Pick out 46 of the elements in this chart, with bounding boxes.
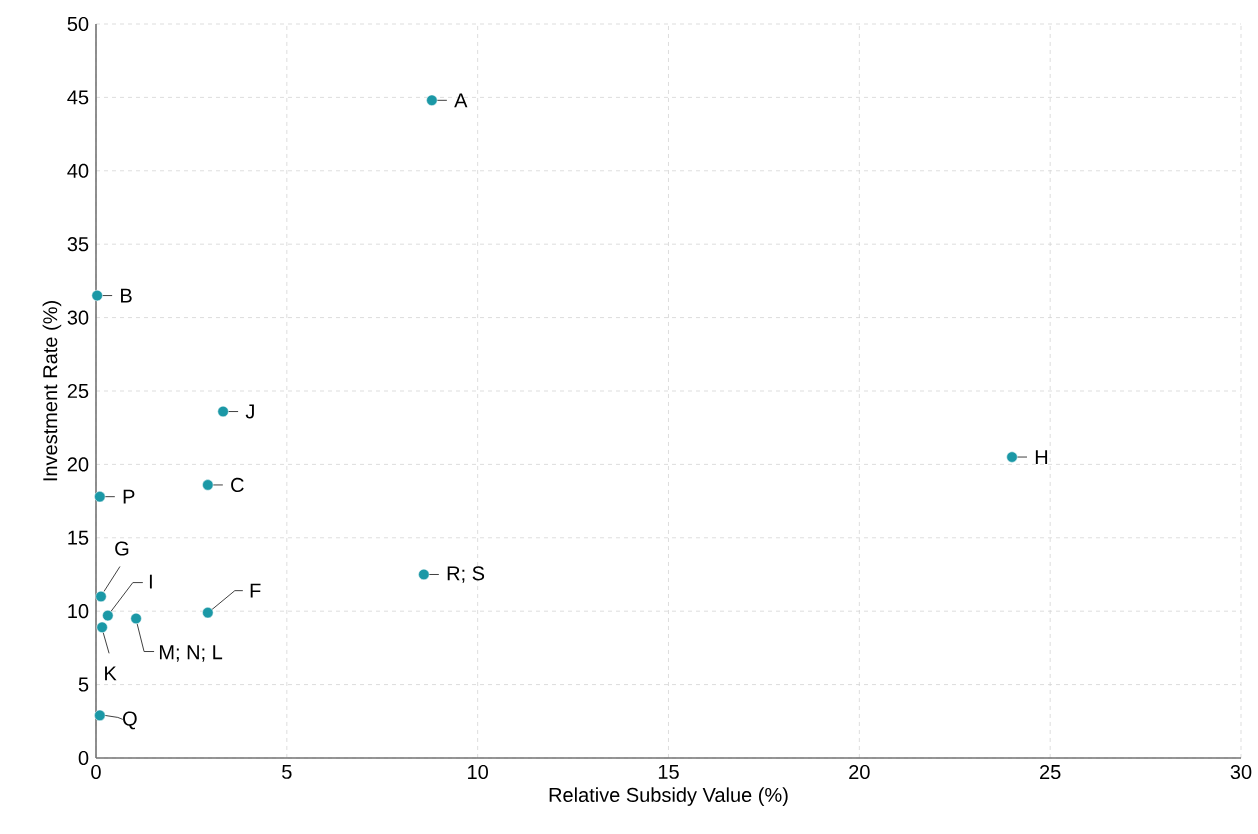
y-tick-label: 20 — [67, 457, 89, 472]
y-tick-label: 5 — [78, 677, 89, 692]
annotation: A — [454, 93, 468, 108]
y-tick-label: 10 — [68, 604, 89, 619]
x-tick-label: 0 — [91, 764, 101, 780]
point — [1006, 451, 1018, 463]
y-tick-label: 35 — [67, 237, 89, 252]
x-tick-label: 10 — [468, 764, 488, 780]
point — [217, 405, 229, 418]
point — [202, 479, 214, 491]
point — [91, 289, 103, 302]
x-tick-label: 20 — [849, 764, 870, 780]
annotation: H — [1035, 450, 1048, 464]
y-tick-label: 40 — [67, 163, 89, 178]
annotation: K — [105, 666, 117, 681]
point — [418, 568, 430, 581]
point — [130, 612, 142, 625]
annotation: G — [115, 541, 129, 556]
x-tick-label: 5 — [282, 764, 292, 779]
annotation: C — [231, 477, 244, 493]
y-tick-label: 25 — [67, 383, 89, 399]
point — [102, 609, 114, 622]
point — [94, 491, 106, 503]
x-tick-label: 30 — [1230, 764, 1252, 780]
y-tick-label: 50 — [67, 16, 89, 32]
annotation: J — [245, 404, 254, 419]
annotation: R; S — [447, 566, 485, 583]
point — [426, 94, 438, 106]
y-axis-title: Investment Rate (%) — [42, 301, 62, 481]
y-tick-label: 0 — [78, 750, 89, 766]
annotation: B — [121, 288, 132, 303]
annotation: P — [123, 489, 135, 504]
annotation: F — [250, 583, 261, 598]
y-tick-label: 45 — [67, 90, 89, 105]
point — [96, 621, 108, 633]
x-tick-label: 15 — [658, 764, 679, 779]
annotation: I — [149, 574, 152, 589]
x-tick-label: 25 — [1040, 764, 1061, 780]
point — [94, 709, 106, 722]
y-tick-label: 15 — [68, 530, 89, 545]
point — [95, 590, 107, 603]
y-tick-label: 30 — [67, 310, 89, 325]
annotation: Q — [123, 711, 137, 730]
point — [202, 607, 214, 619]
x-axis-title: Relative Subsidy Value (%) — [549, 787, 788, 806]
annotation: M; N; L — [159, 645, 223, 662]
